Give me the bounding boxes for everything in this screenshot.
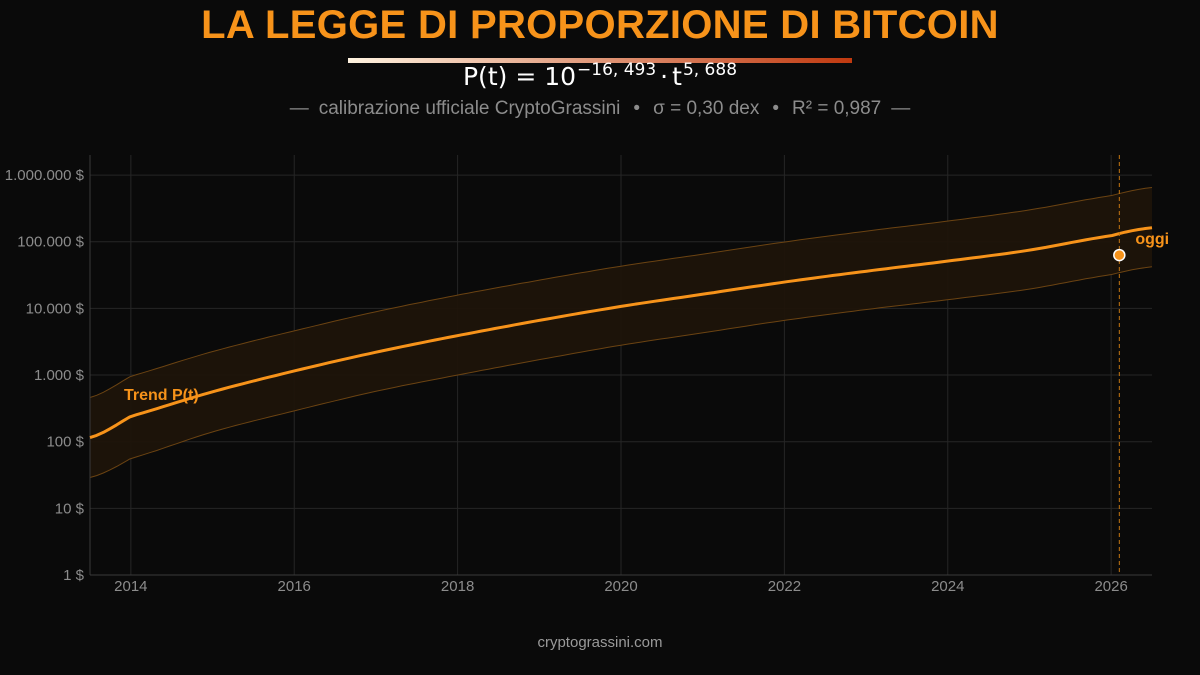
subtitle-r2: R² = 0,987 <box>792 98 882 119</box>
title-underline <box>348 58 852 63</box>
y-tick-label: 1 $ <box>63 567 85 584</box>
y-tick-label: 100 $ <box>46 434 84 451</box>
x-tick-label: 2024 <box>931 578 964 595</box>
x-tick-label: 2020 <box>604 578 637 595</box>
band-upper-edge <box>89 187 1153 398</box>
x-tick-label: 2022 <box>768 578 801 595</box>
formula-exponent-2: 5, 688 <box>682 60 738 80</box>
sigma-band <box>90 187 1152 478</box>
subtitle-dash-left: — <box>289 98 309 119</box>
band-lower-edge <box>89 266 1153 478</box>
formula-exponent-1: −16, 493 <box>577 60 657 80</box>
footer-url[interactable]: cryptograssini.com <box>537 634 663 651</box>
formula-base-2: t <box>672 62 682 91</box>
current-price-point <box>1113 248 1126 262</box>
x-tick-label: 2026 <box>1094 578 1127 595</box>
x-tick-label: 2018 <box>441 578 474 595</box>
formula: P(t) = 10−16, 493 · t5, 688 <box>0 62 1200 91</box>
subtitle: — calibrazione ufficiale CryptoGrassini • σ… <box>0 98 1200 120</box>
trend-line <box>89 226 1153 440</box>
current-point-label: oggi <box>1135 231 1169 248</box>
y-tick-label: 100.000 $ <box>17 234 84 251</box>
trend-label: Trend P(t) <box>124 387 199 404</box>
y-tick-label: 1.000.000 $ <box>5 167 85 184</box>
y-tick-label: 1.000 $ <box>34 367 85 384</box>
subtitle-separator-2: • <box>772 98 779 119</box>
x-tick-label: 2016 <box>278 578 311 595</box>
subtitle-dash-right: — <box>891 98 911 119</box>
formula-lhs: P(t) = 10 <box>462 62 577 91</box>
subtitle-sigma: σ = 0,30 dex <box>653 98 760 119</box>
x-tick-label: 2014 <box>114 578 147 595</box>
y-tick-label: 10.000 $ <box>26 300 85 317</box>
page-title: LA LEGGE DI PROPORZIONE DI BITCOIN <box>201 3 999 47</box>
subtitle-calibration: calibrazione ufficiale CryptoGrassini <box>318 98 621 119</box>
formula-dot: · <box>660 62 669 91</box>
y-tick-label: 10 $ <box>55 500 85 517</box>
subtitle-separator-1: • <box>633 98 641 119</box>
